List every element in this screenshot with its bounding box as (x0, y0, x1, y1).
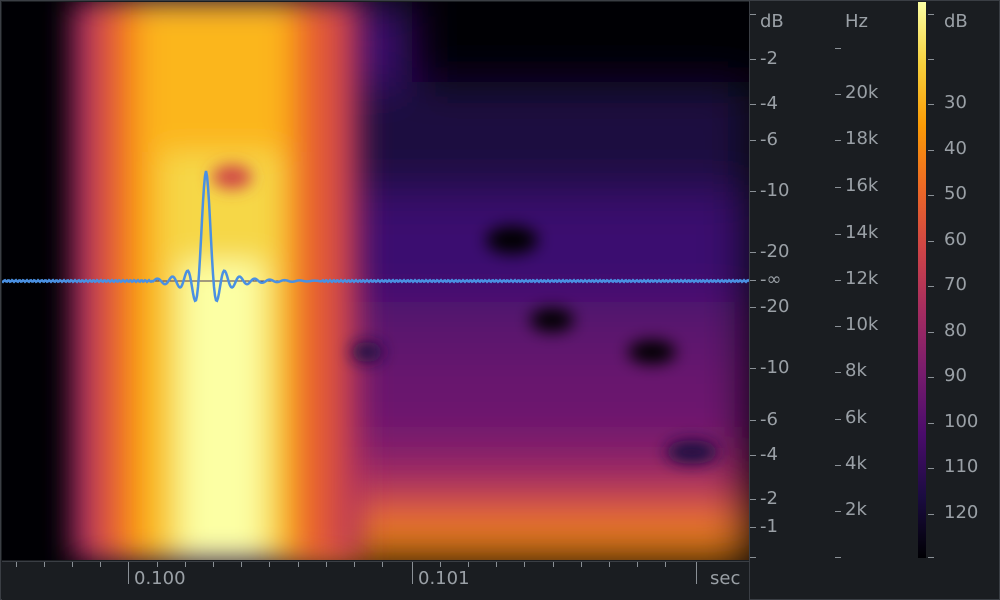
freq-tick: 8k (845, 360, 867, 381)
freq-tick: 2k (845, 499, 867, 520)
amplitude-unit-label: dB (760, 11, 784, 32)
time-tick: 0.100 (134, 568, 186, 589)
color-tick: 110 (944, 456, 979, 477)
color-tick: 30 (944, 92, 967, 113)
freq-tick: 16k (845, 175, 879, 196)
amp-tick: -6 (760, 409, 778, 430)
freq-tick: 14k (845, 222, 879, 243)
color-tick: 100 (944, 411, 979, 432)
color-tick: 120 (944, 502, 979, 523)
freq-tick: 12k (845, 268, 879, 289)
color-tick: 60 (944, 229, 967, 250)
amp-tick-infinity: -∞ (760, 269, 782, 290)
amp-tick: -1 (760, 516, 778, 537)
amp-tick: -20 (760, 241, 790, 262)
amp-tick: -20 (760, 296, 790, 317)
amp-tick: -2 (760, 48, 778, 69)
freq-tick: 6k (845, 407, 867, 428)
freq-tick: 10k (845, 314, 879, 335)
color-tick: 80 (944, 320, 967, 341)
frequency-unit-label: Hz (845, 11, 868, 32)
freq-tick: 18k (845, 128, 879, 149)
amp-tick: -4 (760, 444, 778, 465)
color-tick: 90 (944, 365, 967, 386)
time-unit-label: sec (710, 568, 741, 589)
dark-spots (212, 165, 718, 464)
spectrogram-view[interactable] (2, 2, 749, 560)
amp-tick: -10 (760, 357, 790, 378)
waveform (2, 170, 749, 303)
amp-tick: -2 (760, 488, 778, 509)
color-tick: 70 (944, 274, 967, 295)
time-ruler[interactable]: 0.100 0.101 sec (2, 561, 749, 600)
color-scale-unit-label: dB (944, 11, 968, 32)
freq-tick: 20k (845, 82, 879, 103)
color-tick: 40 (944, 138, 967, 159)
time-tick: 0.101 (418, 568, 470, 589)
panel-separator (749, 0, 750, 600)
amp-tick: -10 (760, 180, 790, 201)
amp-tick: -6 (760, 129, 778, 150)
color-tick: 50 (944, 183, 967, 204)
freq-tick: 4k (845, 453, 867, 474)
amp-tick: -4 (760, 93, 778, 114)
color-scale-bar (918, 2, 926, 558)
